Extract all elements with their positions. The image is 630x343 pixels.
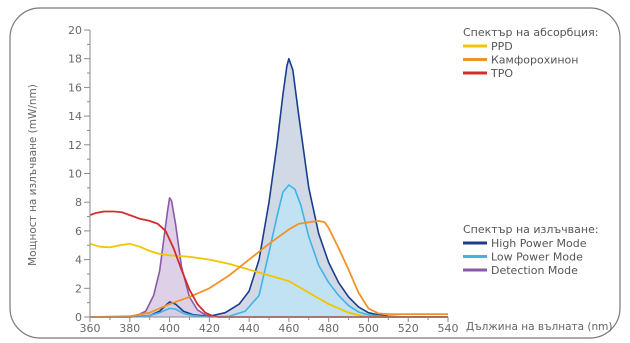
legend-label-tpo: TPO [490,67,513,80]
legend-title: Спектър на абсорбция: [463,26,598,39]
x-tick-label: 380 [119,322,140,335]
x-tick-label: 460 [278,322,299,335]
plot-area [89,57,448,318]
y-axis-label: Мощност на излъчване (mW/nm) [27,84,39,266]
legend-label-high-power-mode: High Power Mode [491,237,587,250]
x-tick-label: 480 [318,322,339,335]
x-tick-label: 420 [199,322,220,335]
chart-frame [9,7,621,339]
x-axis-label: Дължина на вълната (nm) [466,321,612,333]
y-tick-label: 6 [75,225,82,238]
y-tick-label: 4 [75,254,82,267]
x-tick-label: 440 [239,322,260,335]
legend-title: Спектър на излъчване: [463,223,599,236]
y-tick-label: 2 [75,282,82,295]
legend-label-detection-mode: Detection Mode [491,264,578,277]
x-tick-label: 520 [398,322,419,335]
line-camphorquinone [89,219,448,318]
x-tick-label: 400 [159,322,180,335]
legends: Спектър на абсорбция:PPDКамфорохинонTPOС… [463,26,599,277]
legend-label-camphorquinone: Камфорохинон [491,54,578,67]
y-tick-label: 16 [68,81,82,94]
area-low-power-mode [90,184,448,317]
line-high-power-mode [90,57,448,318]
line-detection-mode [133,197,220,318]
y-tick-label: 14 [68,110,82,123]
y-tick-label: 0 [75,311,82,324]
axes: 0 2 4 6 8 10 12 14 16 18 20 360 380 400 420 440 460 480 50… [68,24,459,335]
legend-label-low-power-mode: Low Power Mode [491,251,583,264]
x-tick-label: 540 [438,322,459,335]
y-tick-label: 12 [68,139,82,152]
y-tick-label: 20 [68,24,82,37]
x-tick-label: 500 [358,322,379,335]
y-tick-label: 8 [75,196,82,209]
y-tick-label: 10 [68,168,82,181]
line-low-power-mode [90,184,448,318]
y-tick-label: 18 [68,53,82,66]
x-tick-label: 360 [80,322,101,335]
emission-legend: Спектър на излъчване:High Power ModeLow … [463,223,599,277]
line-ppd [89,242,448,318]
legend-label-ppd: PPD [491,40,513,53]
